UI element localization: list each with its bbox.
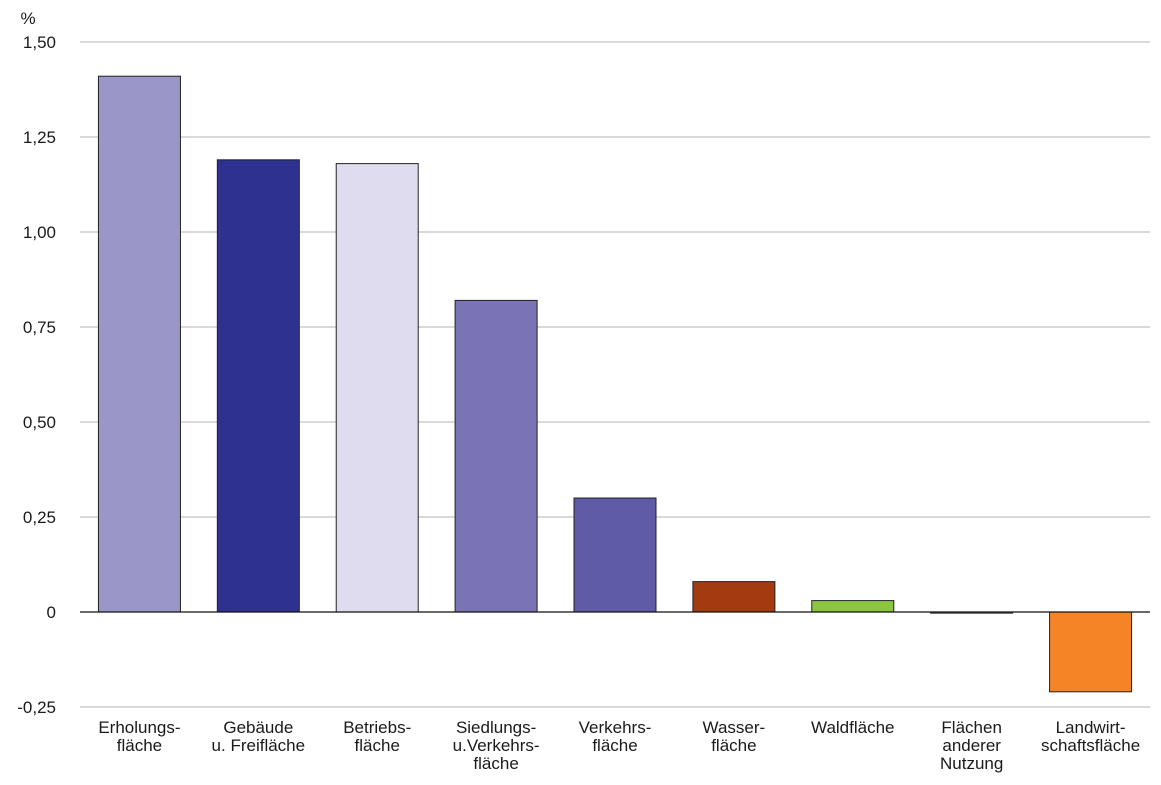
y-tick-label: 1,25 — [23, 128, 56, 147]
category-label-line: u. Freifläche — [212, 736, 306, 755]
bar — [692, 581, 776, 613]
category-label-line: fläche — [117, 736, 162, 755]
category-label-line: fläche — [711, 736, 756, 755]
category-label-line: Verkehrs- — [579, 718, 652, 737]
bar — [97, 75, 181, 613]
category-label-line: fläche — [473, 754, 518, 773]
y-axis-unit-label: % — [20, 9, 35, 28]
category-labels: Erholungs-fläche Gebäude u. Freifläche Betr… — [98, 718, 1140, 773]
category-label-line: Landwirt- — [1056, 718, 1126, 737]
y-tick-label: 0,25 — [23, 508, 56, 527]
category-label: Gebäude u. Freifläche — [212, 718, 306, 755]
category-label: Wasser-fläche — [703, 718, 766, 755]
category-label: Siedlungs-u.Verkehrs-fläche — [453, 718, 540, 773]
category-label-line: Betriebs- — [343, 718, 411, 737]
category-label-line: Erholungs- — [98, 718, 180, 737]
category-label-line: fläche — [355, 736, 400, 755]
category-label-line: fläche — [592, 736, 637, 755]
category-label-line: Wasser- — [703, 718, 766, 737]
category-label-line: Siedlungs- — [456, 718, 536, 737]
y-tick-label: 1,50 — [23, 33, 56, 52]
bar — [335, 163, 419, 613]
category-label-line: Waldfläche — [811, 718, 894, 737]
category-label-line: Gebäude — [223, 718, 293, 737]
category-label-line: anderer — [942, 736, 1001, 755]
y-tick-label: 0,75 — [23, 318, 56, 337]
y-tick-label: 0 — [47, 603, 56, 622]
bars — [97, 75, 1133, 693]
category-label-line: schaftsfläche — [1041, 736, 1140, 755]
category-label-line: Flächen — [941, 718, 1001, 737]
category-label: Verkehrs-fläche — [579, 718, 652, 755]
y-tick-label: 0,50 — [23, 413, 56, 432]
y-tick-label: -0,25 — [17, 698, 56, 717]
bar — [811, 600, 895, 613]
bar — [573, 497, 657, 613]
category-label: Flächen anderer Nutzung — [940, 718, 1003, 773]
category-label-line: u.Verkehrs- — [453, 736, 540, 755]
bar — [454, 299, 538, 613]
category-label: Betriebs-fläche — [343, 718, 411, 755]
category-label: Landwirt-schaftsfläche — [1041, 718, 1140, 755]
bar — [1049, 611, 1133, 693]
category-label-line: Nutzung — [940, 754, 1003, 773]
bar — [216, 159, 300, 613]
category-label: Waldfläche — [811, 718, 894, 737]
y-tick-label: 1,00 — [23, 223, 56, 242]
category-label: Erholungs-fläche — [98, 718, 180, 755]
y-axis-tick-labels: 1,50 1,25 1,00 0,75 0,50 0,25 0 -0,25 — [17, 33, 56, 717]
